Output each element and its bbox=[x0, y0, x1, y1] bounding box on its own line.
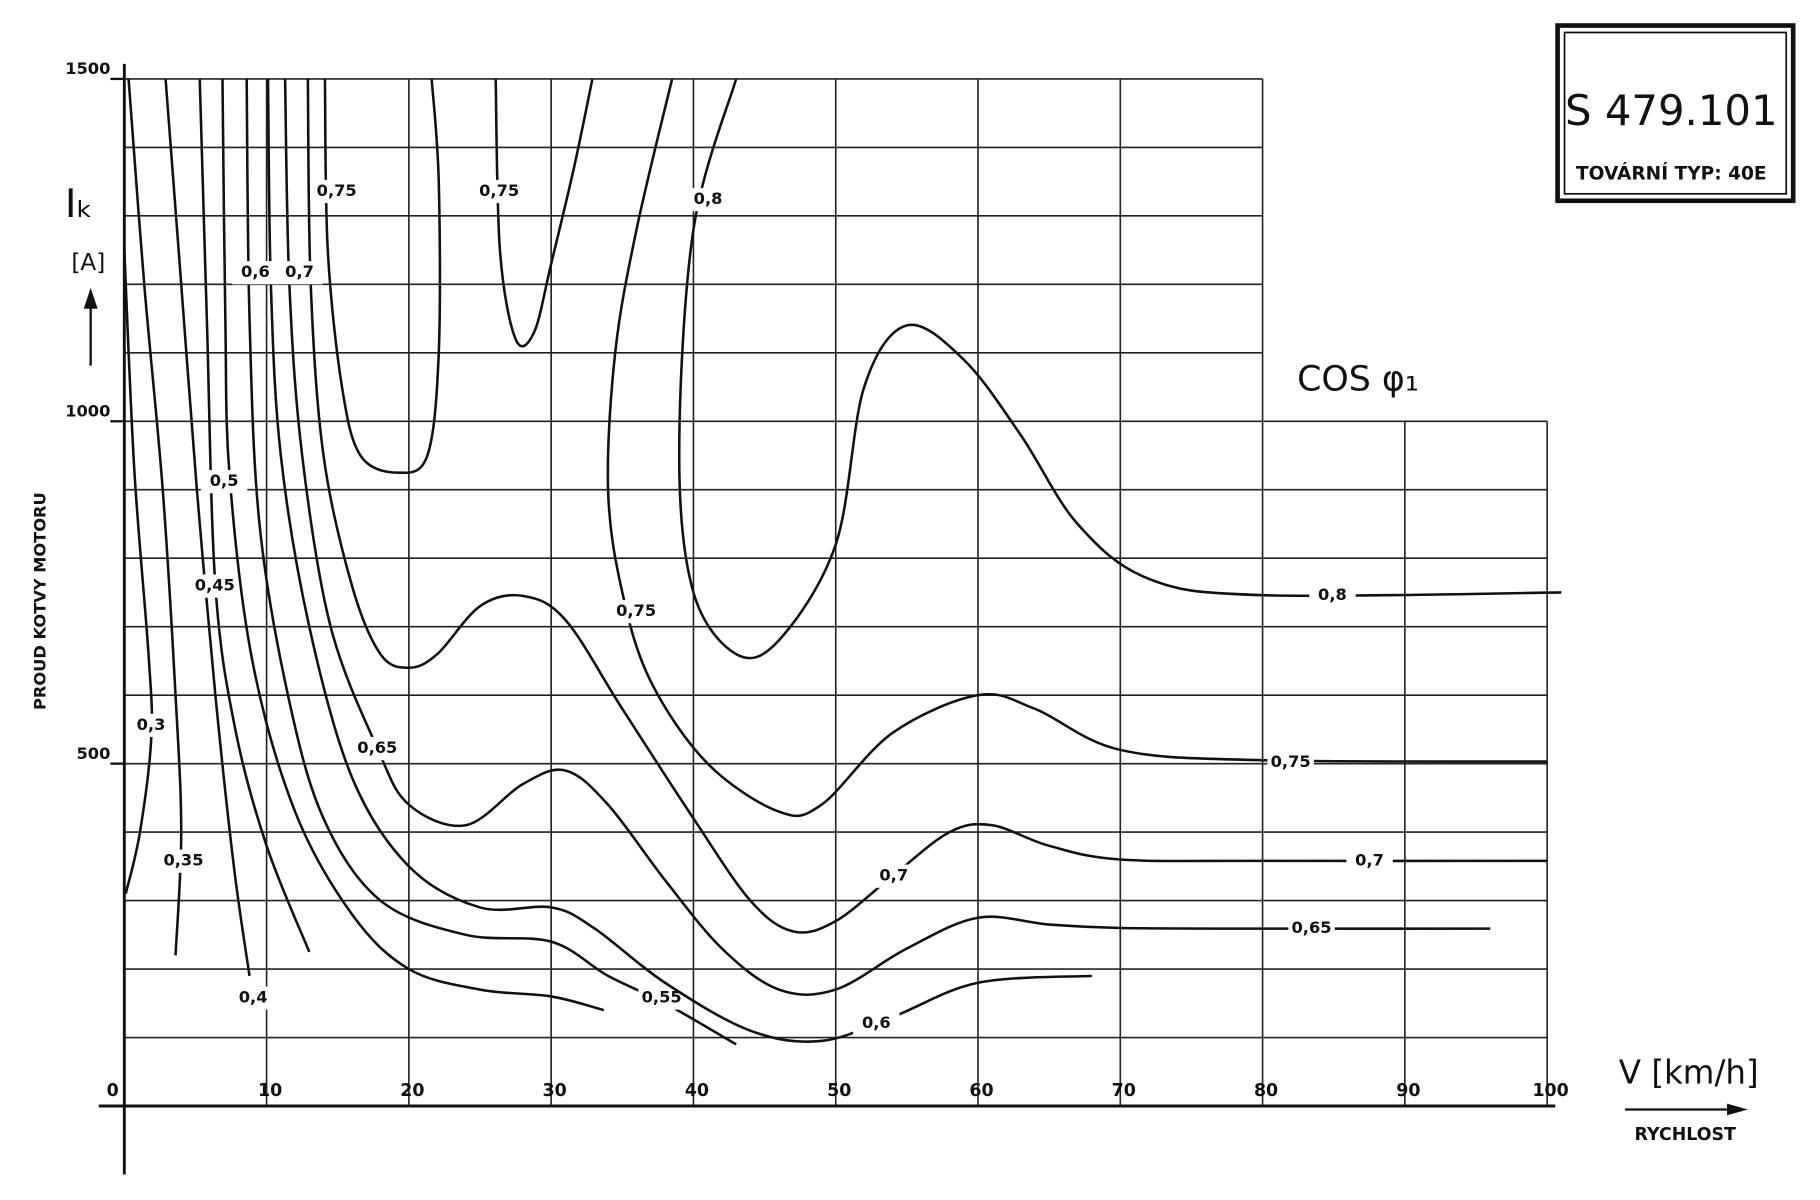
contour-line bbox=[494, 78, 594, 348]
x-tick-label: 30 bbox=[543, 1081, 567, 1101]
contour-label: 0,8 bbox=[694, 189, 723, 208]
label-background bbox=[229, 986, 277, 1010]
label-background bbox=[1309, 583, 1356, 607]
contour-label: 0,65 bbox=[357, 738, 397, 757]
contour-line bbox=[198, 78, 311, 953]
x-tick-label: 50 bbox=[827, 1081, 851, 1101]
contour-label: 0,7 bbox=[879, 866, 908, 885]
label-background bbox=[354, 736, 401, 761]
title-box-inner bbox=[1563, 31, 1788, 195]
label-background bbox=[313, 179, 360, 204]
contour-label: 0,45 bbox=[195, 576, 235, 595]
y-tick-label: 500 bbox=[76, 744, 110, 763]
x-arrowhead bbox=[1727, 1103, 1748, 1116]
x-tick-label: 20 bbox=[400, 1081, 424, 1101]
label-background bbox=[160, 849, 207, 873]
contour-label: 0,3 bbox=[137, 715, 166, 734]
label-background bbox=[200, 470, 248, 494]
chart-title: S 479.101 bbox=[1565, 86, 1778, 135]
label-background bbox=[127, 713, 175, 737]
label-background bbox=[853, 1011, 900, 1036]
contour-line bbox=[677, 78, 1562, 660]
label-background bbox=[191, 574, 239, 598]
x-symbol: V [km/h] bbox=[1619, 1054, 1759, 1092]
contour-label: 0,7 bbox=[1355, 851, 1384, 870]
label-background bbox=[684, 188, 732, 212]
label-background bbox=[1288, 916, 1335, 941]
contour-label: 0,75 bbox=[1271, 752, 1311, 771]
contour-label: 0,65 bbox=[1292, 918, 1332, 937]
y-tick-label: 1500 bbox=[65, 59, 110, 78]
contour-label: 0,5 bbox=[210, 471, 239, 490]
contour-label: 0,75 bbox=[616, 601, 656, 620]
contour-label: 0,4 bbox=[239, 988, 268, 1007]
contour-line bbox=[323, 78, 442, 475]
y-unit: [A] bbox=[71, 249, 105, 276]
annotation: COS φ₁ bbox=[1297, 360, 1419, 400]
contour-label: 0,35 bbox=[163, 851, 203, 870]
x-tick-label: 70 bbox=[1112, 1081, 1136, 1101]
label-background bbox=[870, 864, 917, 888]
label-background bbox=[475, 179, 523, 204]
contour-label: 0,75 bbox=[479, 181, 519, 200]
contour-line bbox=[306, 78, 1548, 934]
x-tick-label: 100 bbox=[1532, 1081, 1568, 1101]
contour-line bbox=[123, 250, 154, 895]
contour-line bbox=[283, 78, 1491, 997]
contour-label: 0,55 bbox=[642, 988, 682, 1007]
contour-label: 0,7 bbox=[285, 262, 314, 281]
x-tick-label: 0 bbox=[107, 1081, 119, 1101]
x-axis-label: RYCHLOST bbox=[1635, 1125, 1736, 1145]
contour-label: 0,8 bbox=[1318, 585, 1347, 604]
y-symbol: Iₖ bbox=[65, 181, 93, 227]
label-background bbox=[232, 261, 279, 285]
contour-line bbox=[164, 78, 251, 977]
label-background bbox=[1267, 750, 1314, 775]
contour-line bbox=[606, 78, 1548, 818]
y-axis-label: PROUD KOTVY MOTORU bbox=[30, 492, 49, 710]
contour-label: 0,6 bbox=[862, 1013, 891, 1032]
label-background bbox=[612, 600, 660, 624]
contour-line bbox=[221, 78, 605, 1012]
title-box bbox=[1555, 23, 1796, 204]
contour-line bbox=[245, 78, 737, 1046]
x-tick-label: 80 bbox=[1254, 1081, 1278, 1101]
x-tick-label: 90 bbox=[1396, 1081, 1420, 1101]
contour-line bbox=[127, 78, 183, 956]
chart-subtitle: TOVÁRNÍ TYP: 40E bbox=[1576, 162, 1767, 185]
label-background bbox=[1346, 849, 1393, 873]
contour-label: 0,75 bbox=[317, 181, 357, 200]
label-background bbox=[276, 261, 323, 285]
y-arrowhead bbox=[83, 287, 98, 309]
x-tick-label: 10 bbox=[258, 1081, 282, 1101]
label-background bbox=[638, 986, 685, 1010]
y-tick-label: 1000 bbox=[65, 401, 110, 420]
x-tick-label: 60 bbox=[969, 1081, 993, 1101]
contour-label: 0,6 bbox=[241, 262, 270, 281]
x-tick-label: 40 bbox=[685, 1081, 709, 1101]
